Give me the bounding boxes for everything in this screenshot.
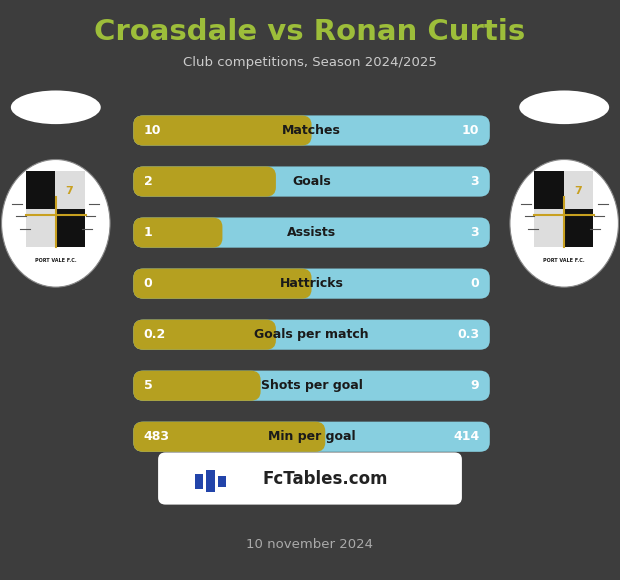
Text: 483: 483 — [144, 430, 170, 443]
FancyBboxPatch shape — [158, 452, 462, 505]
Text: Hattricks: Hattricks — [280, 277, 343, 290]
FancyBboxPatch shape — [133, 166, 276, 197]
FancyBboxPatch shape — [133, 371, 490, 401]
Text: 0.2: 0.2 — [144, 328, 166, 341]
Text: Matches: Matches — [282, 124, 341, 137]
FancyBboxPatch shape — [133, 269, 311, 299]
FancyBboxPatch shape — [133, 422, 326, 452]
FancyBboxPatch shape — [133, 320, 490, 350]
FancyBboxPatch shape — [56, 171, 85, 209]
Text: 1: 1 — [144, 226, 153, 239]
FancyBboxPatch shape — [564, 171, 593, 209]
FancyBboxPatch shape — [534, 171, 564, 209]
Ellipse shape — [510, 160, 619, 287]
Text: 10 november 2024: 10 november 2024 — [247, 538, 373, 550]
Text: Goals per match: Goals per match — [254, 328, 369, 341]
FancyBboxPatch shape — [218, 476, 226, 487]
Text: 10: 10 — [462, 124, 479, 137]
Text: 3: 3 — [471, 175, 479, 188]
FancyBboxPatch shape — [133, 218, 223, 248]
Text: Club competitions, Season 2024/2025: Club competitions, Season 2024/2025 — [183, 56, 437, 68]
Text: Shots per goal: Shots per goal — [260, 379, 363, 392]
Text: Croasdale vs Ronan Curtis: Croasdale vs Ronan Curtis — [94, 18, 526, 46]
Ellipse shape — [520, 90, 609, 124]
Text: 2: 2 — [144, 175, 153, 188]
FancyBboxPatch shape — [534, 209, 564, 246]
FancyBboxPatch shape — [133, 269, 490, 299]
Text: 9: 9 — [471, 379, 479, 392]
Text: 0: 0 — [144, 277, 153, 290]
Text: 0: 0 — [471, 277, 479, 290]
Text: PORT VALE F.C.: PORT VALE F.C. — [543, 259, 585, 263]
Text: 7: 7 — [66, 186, 73, 197]
Text: FcTables.com: FcTables.com — [262, 469, 388, 488]
Text: Assists: Assists — [287, 226, 336, 239]
FancyBboxPatch shape — [564, 209, 593, 246]
FancyBboxPatch shape — [56, 209, 85, 246]
Text: Min per goal: Min per goal — [268, 430, 355, 443]
FancyBboxPatch shape — [133, 166, 490, 197]
Text: 5: 5 — [144, 379, 153, 392]
FancyBboxPatch shape — [206, 470, 215, 492]
Text: 0.3: 0.3 — [457, 328, 479, 341]
Text: 3: 3 — [471, 226, 479, 239]
FancyBboxPatch shape — [133, 422, 490, 452]
FancyBboxPatch shape — [133, 218, 490, 248]
Ellipse shape — [11, 90, 100, 124]
Ellipse shape — [1, 160, 110, 287]
Text: Goals: Goals — [292, 175, 331, 188]
Text: 10: 10 — [144, 124, 161, 137]
FancyBboxPatch shape — [26, 171, 56, 209]
FancyBboxPatch shape — [133, 320, 276, 350]
FancyBboxPatch shape — [133, 115, 490, 146]
Text: 7: 7 — [574, 186, 582, 197]
FancyBboxPatch shape — [195, 474, 203, 488]
FancyBboxPatch shape — [133, 371, 260, 401]
FancyBboxPatch shape — [133, 115, 311, 146]
FancyBboxPatch shape — [26, 209, 56, 246]
Text: PORT VALE F.C.: PORT VALE F.C. — [35, 259, 77, 263]
Text: 414: 414 — [453, 430, 479, 443]
